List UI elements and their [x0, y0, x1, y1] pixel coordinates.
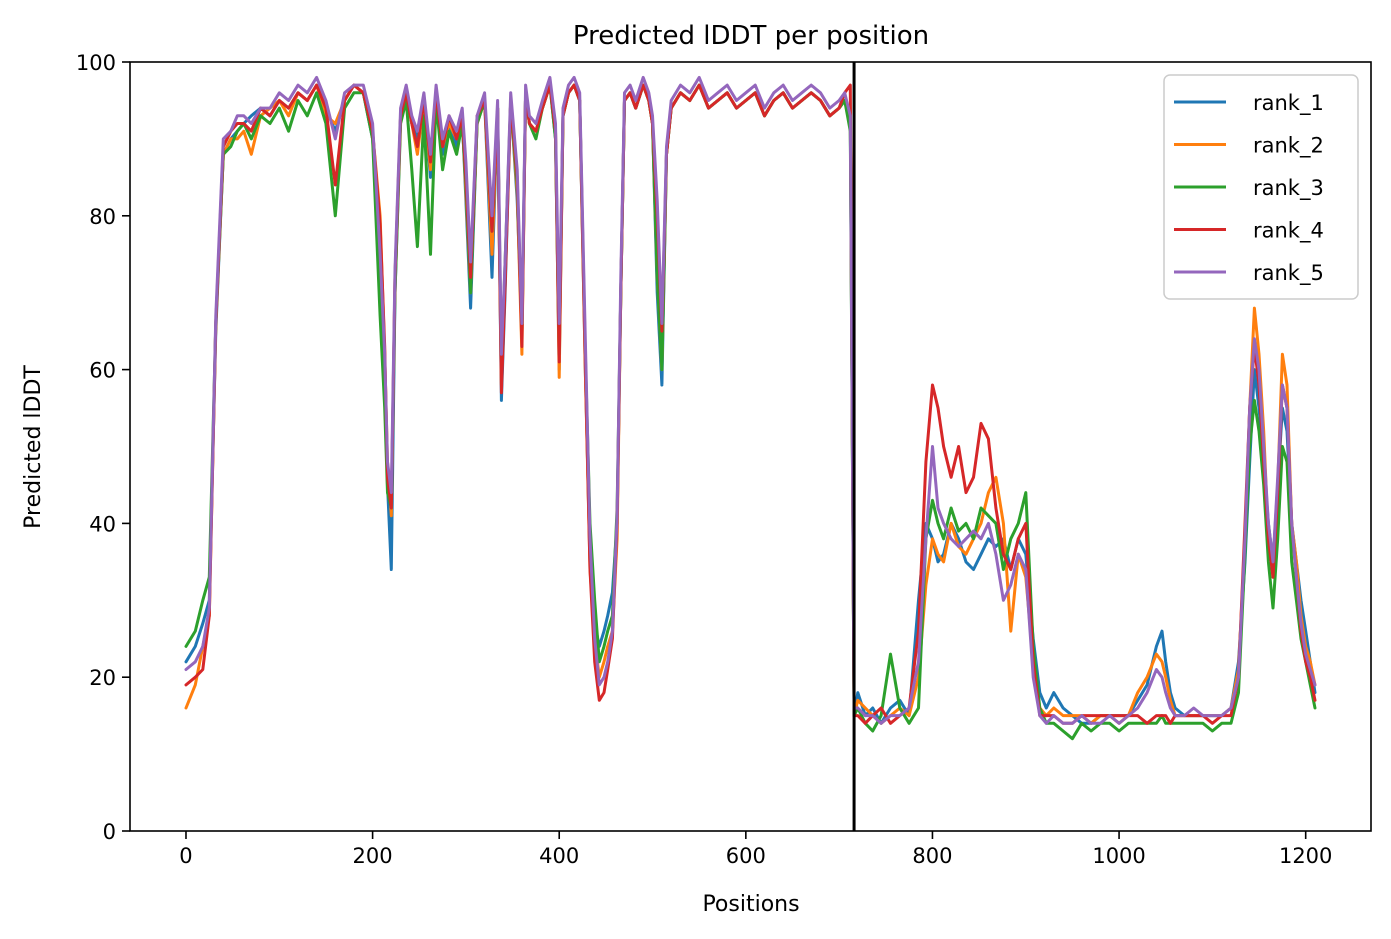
plot-lines: [184, 75, 1317, 741]
x-tick-label: 1000: [1092, 844, 1145, 868]
series-line-rank_4: [184, 83, 1317, 725]
legend-label-rank_3: rank_3: [1253, 176, 1324, 201]
y-tick-label: 40: [89, 512, 116, 536]
legend-label-rank_5: rank_5: [1253, 261, 1324, 286]
x-tick-label: 200: [353, 844, 393, 868]
y-tick-label: 100: [76, 51, 116, 75]
x-axis: 0 200 400 600 800 1000 1200: [179, 831, 1332, 868]
x-tick-label: 400: [539, 844, 579, 868]
series-line-rank_2: [184, 83, 1317, 725]
plot-frame: [129, 61, 1372, 832]
y-axis-title: Predicted lDDT: [21, 365, 46, 529]
y-tick-label: 20: [89, 666, 116, 690]
x-tick-label: 800: [912, 844, 952, 868]
legend-label-rank_4: rank_4: [1253, 219, 1324, 244]
series-line-rank_5: [184, 75, 1317, 725]
x-axis-title: Positions: [702, 892, 799, 917]
series-line-rank_1: [184, 83, 1317, 725]
y-tick-label: 0: [103, 820, 116, 844]
x-tick-label: 0: [179, 844, 192, 868]
chart-title: Predicted lDDT per position: [573, 21, 929, 51]
y-axis: 0 20 40 60 80 100: [76, 51, 130, 844]
y-tick-label: 60: [89, 359, 116, 383]
legend-label-rank_1: rank_1: [1253, 91, 1324, 116]
legend-box: [1163, 74, 1359, 300]
legend-label-rank_2: rank_2: [1253, 134, 1324, 159]
series-line-rank_3: [184, 83, 1317, 741]
x-tick-label: 600: [726, 844, 766, 868]
legend: rank_1 rank_2 rank_3 rank_4 rank_5: [1163, 74, 1359, 300]
x-tick-label: 1200: [1279, 844, 1332, 868]
y-tick-label: 80: [89, 205, 116, 229]
